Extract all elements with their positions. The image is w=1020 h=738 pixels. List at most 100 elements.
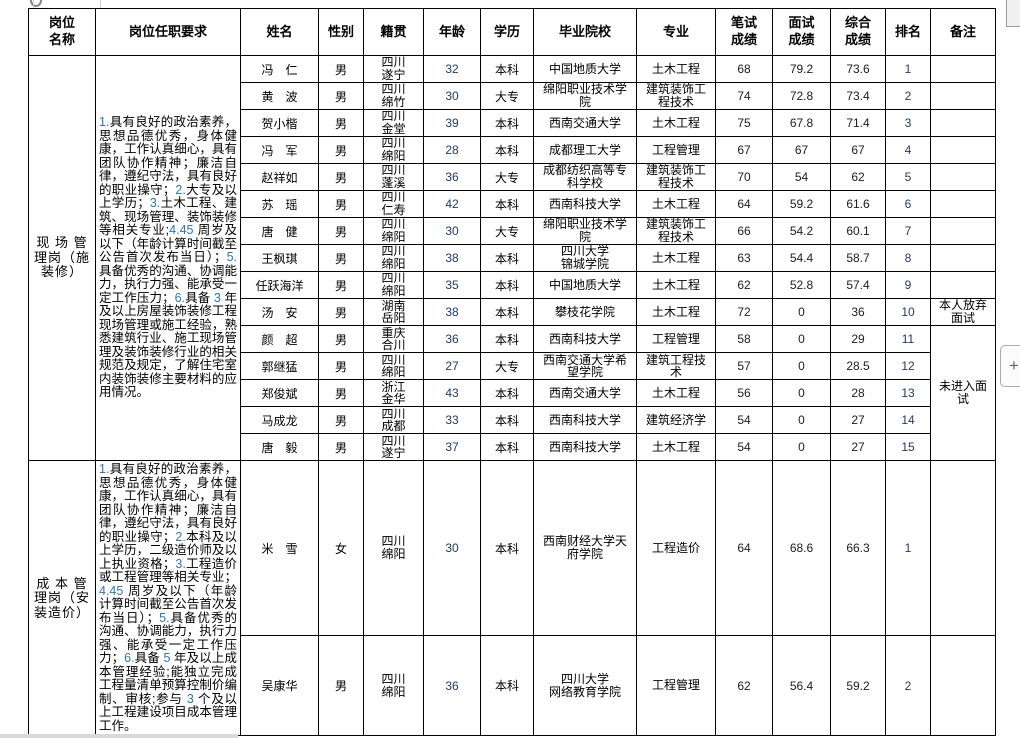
remark-cell[interactable] — [930, 190, 996, 218]
school-cell[interactable]: 中国地质大学 — [533, 271, 637, 299]
interview-score-cell[interactable]: 52.8 — [772, 271, 831, 299]
gender-cell[interactable]: 男 — [318, 271, 364, 299]
major-cell[interactable]: 土木工程 — [636, 109, 716, 137]
education-cell[interactable]: 本科 — [480, 379, 534, 408]
rank-cell[interactable]: 4 — [885, 136, 931, 164]
hometown-cell[interactable]: 四川 蓬溪 — [363, 163, 424, 191]
education-cell[interactable]: 本科 — [480, 136, 534, 164]
major-cell[interactable]: 土木工程 — [636, 190, 716, 218]
comprehensive-score-cell[interactable]: 29 — [830, 325, 886, 354]
rank-cell[interactable]: 14 — [885, 406, 931, 435]
remark-cell[interactable]: 未进入面 试 — [930, 325, 996, 462]
name-cell[interactable]: 苏 瑶 — [240, 190, 319, 218]
age-cell[interactable]: 42 — [423, 190, 481, 218]
written-score-cell[interactable]: 72 — [715, 297, 773, 327]
header-cell-13[interactable]: 备注 — [930, 8, 996, 56]
age-cell[interactable]: 36 — [423, 634, 481, 737]
education-cell[interactable]: 大专 — [480, 217, 534, 245]
written-score-cell[interactable]: 67 — [715, 136, 773, 164]
rank-cell[interactable]: 9 — [885, 271, 931, 299]
remark-cell[interactable] — [930, 460, 996, 636]
written-score-cell[interactable]: 70 — [715, 163, 773, 191]
major-cell[interactable]: 土木工程 — [636, 55, 716, 83]
gender-cell[interactable]: 男 — [318, 379, 364, 408]
rank-cell[interactable]: 7 — [885, 217, 931, 245]
school-cell[interactable]: 西南科技大学 — [533, 406, 637, 435]
written-score-cell[interactable]: 64 — [715, 460, 773, 636]
hometown-cell[interactable]: 四川 绵阳 — [363, 244, 424, 272]
rank-cell[interactable]: 1 — [885, 55, 931, 83]
education-cell[interactable]: 本科 — [480, 325, 534, 354]
remark-cell[interactable] — [930, 634, 996, 737]
name-cell[interactable]: 贺小楷 — [240, 109, 319, 137]
header-cell-4[interactable]: 籍贯 — [363, 8, 424, 56]
comprehensive-score-cell[interactable]: 27 — [830, 406, 886, 435]
school-cell[interactable]: 西南科技大学 — [533, 190, 637, 218]
major-cell[interactable]: 工程管理 — [636, 136, 716, 164]
hometown-cell[interactable]: 重庆 合川 — [363, 325, 424, 354]
position-title-cell-0[interactable]: 现 场 管 理岗（施 装修） — [28, 54, 96, 462]
comprehensive-score-cell[interactable]: 62 — [830, 163, 886, 191]
remark-cell[interactable] — [930, 82, 996, 110]
gender-cell[interactable]: 男 — [318, 190, 364, 218]
header-cell-7[interactable]: 毕业院校 — [533, 8, 637, 56]
name-cell[interactable]: 汤 安 — [240, 297, 319, 327]
major-cell[interactable]: 土木工程 — [636, 271, 716, 299]
education-cell[interactable]: 本科 — [480, 190, 534, 218]
remark-cell[interactable] — [930, 163, 996, 191]
school-cell[interactable]: 攀枝花学院 — [533, 297, 637, 327]
interview-score-cell[interactable]: 56.4 — [772, 634, 831, 737]
interview-score-cell[interactable]: 0 — [772, 406, 831, 435]
rank-cell[interactable]: 6 — [885, 190, 931, 218]
hometown-cell[interactable]: 四川 绵阳 — [363, 634, 424, 737]
gender-cell[interactable]: 男 — [318, 109, 364, 137]
major-cell[interactable]: 土木工程 — [636, 244, 716, 272]
major-cell[interactable]: 建筑工程技 术 — [636, 352, 716, 381]
gender-cell[interactable]: 男 — [318, 55, 364, 83]
hometown-cell[interactable]: 四川 绵阳 — [363, 217, 424, 245]
rank-cell[interactable]: 15 — [885, 433, 931, 462]
education-cell[interactable]: 本科 — [480, 55, 534, 83]
name-cell[interactable]: 王枫琪 — [240, 244, 319, 272]
comprehensive-score-cell[interactable]: 27 — [830, 433, 886, 462]
written-score-cell[interactable]: 64 — [715, 190, 773, 218]
name-cell[interactable]: 黄 波 — [240, 82, 319, 110]
interview-score-cell[interactable]: 79.2 — [772, 55, 831, 83]
comprehensive-score-cell[interactable]: 71.4 — [830, 109, 886, 137]
age-cell[interactable]: 38 — [423, 297, 481, 327]
school-cell[interactable]: 成都纺织高等专 科学校 — [533, 163, 637, 191]
major-cell[interactable]: 建筑装饰工 程技术 — [636, 217, 716, 245]
gender-cell[interactable]: 男 — [318, 244, 364, 272]
remark-cell[interactable] — [930, 271, 996, 299]
education-cell[interactable]: 本科 — [480, 433, 534, 462]
education-cell[interactable]: 大专 — [480, 352, 534, 381]
header-cell-9[interactable]: 笔试 成绩 — [715, 8, 773, 56]
hometown-cell[interactable]: 四川 金堂 — [363, 109, 424, 137]
header-cell-8[interactable]: 专业 — [636, 8, 716, 56]
interview-score-cell[interactable]: 0 — [772, 297, 831, 327]
position-requirements-cell-0[interactable]: 1.具有良好的政治素养，思想品德优秀，身体健康，工作认真细心，具有团队协作精神；… — [95, 54, 241, 462]
age-cell[interactable]: 36 — [423, 163, 481, 191]
name-cell[interactable]: 郭继猛 — [240, 352, 319, 381]
major-cell[interactable]: 工程管理 — [636, 634, 716, 737]
comprehensive-score-cell[interactable]: 57.4 — [830, 271, 886, 299]
hometown-cell[interactable]: 四川 绵阳 — [363, 136, 424, 164]
gender-cell[interactable]: 男 — [318, 433, 364, 462]
interview-score-cell[interactable]: 0 — [772, 379, 831, 408]
written-score-cell[interactable]: 66 — [715, 217, 773, 245]
school-cell[interactable]: 西南财经大学天 府学院 — [533, 460, 637, 636]
written-score-cell[interactable]: 58 — [715, 325, 773, 354]
education-cell[interactable]: 本科 — [480, 271, 534, 299]
school-cell[interactable]: 西南科技大学 — [533, 325, 637, 354]
hometown-cell[interactable]: 四川 仁寿 — [363, 190, 424, 218]
rank-cell[interactable]: 13 — [885, 379, 931, 408]
comprehensive-score-cell[interactable]: 60.1 — [830, 217, 886, 245]
school-cell[interactable]: 四川大学 网络教育学院 — [533, 634, 637, 737]
school-cell[interactable]: 成都理工大学 — [533, 136, 637, 164]
header-cell-0[interactable]: 岗位 名称 — [28, 8, 96, 56]
comprehensive-score-cell[interactable]: 28.5 — [830, 352, 886, 381]
written-score-cell[interactable]: 62 — [715, 634, 773, 737]
header-cell-5[interactable]: 年龄 — [423, 8, 481, 56]
rank-cell[interactable]: 11 — [885, 325, 931, 354]
gender-cell[interactable]: 男 — [318, 217, 364, 245]
